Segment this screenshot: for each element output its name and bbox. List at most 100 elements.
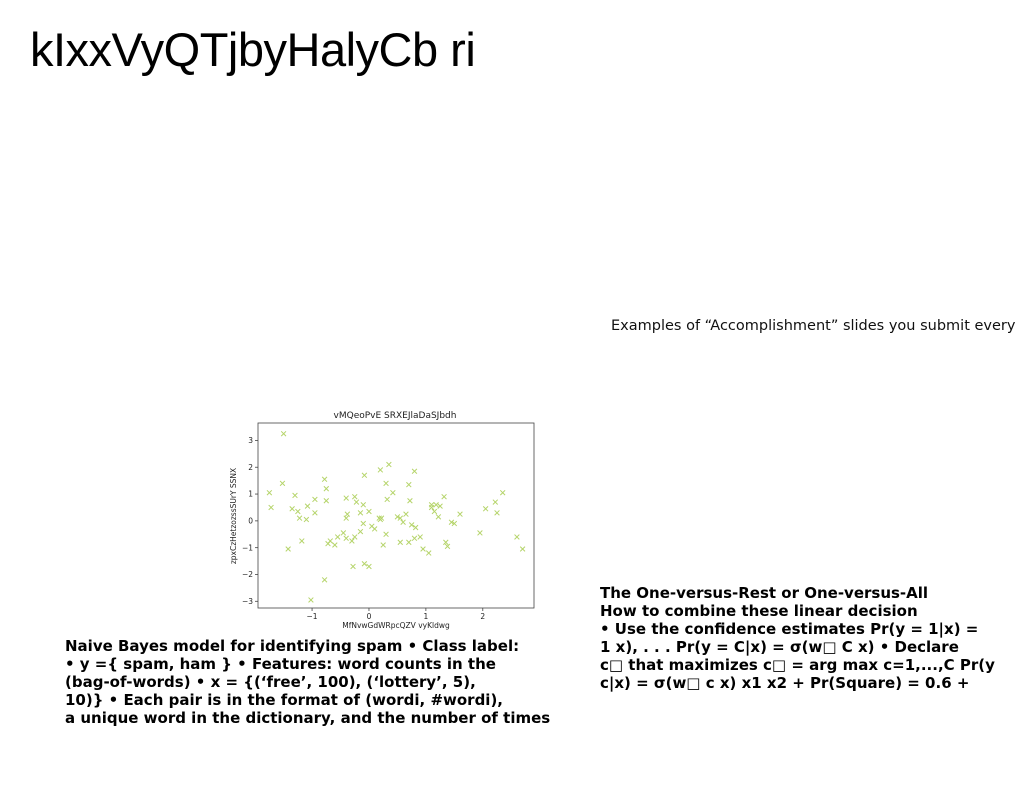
y-axis-label: zpxCzHetzozssSUrY SSNX	[229, 468, 238, 564]
scatter-point	[378, 515, 385, 521]
scatter-point	[295, 508, 301, 515]
scatter-point	[519, 546, 526, 552]
y-axis: −3 −2 −1 0 1 2 3	[242, 436, 258, 606]
scatter-point	[351, 493, 358, 500]
scatter-point	[412, 524, 419, 531]
scatter-point	[332, 542, 338, 548]
y-tick-label: −2	[242, 570, 253, 579]
right-text-line: • Use the confidence estimates Pr(y = 1|…	[600, 620, 979, 638]
left-text-line: 10)} • Each pair is in the format of (wo…	[65, 691, 504, 709]
scatter-point	[360, 502, 367, 508]
y-tick-label: 1	[248, 490, 253, 499]
scatter-point	[411, 468, 418, 475]
scatter-point	[323, 485, 330, 492]
scatter-point	[435, 514, 442, 520]
scatter-point	[451, 520, 458, 527]
scatter-point	[406, 481, 412, 488]
scatter-point	[334, 534, 341, 540]
scatter-point	[425, 550, 432, 556]
scatter-point	[353, 499, 360, 505]
scatter-points	[266, 430, 526, 603]
scatter-point	[280, 430, 287, 437]
scatter-point	[482, 506, 489, 512]
scatter-point	[323, 498, 330, 504]
y-tick-label: −1	[242, 543, 253, 552]
scatter-point	[384, 496, 390, 503]
x-tick-label: 0	[367, 612, 372, 621]
scatter-point	[514, 534, 520, 540]
scatter-point	[380, 542, 386, 548]
scatter-point	[350, 563, 356, 570]
scatter-point	[403, 511, 409, 517]
scatter-point	[397, 515, 404, 521]
scatter-point	[343, 495, 349, 501]
scatter-point	[411, 535, 418, 542]
scatter-point	[304, 503, 311, 509]
y-tick-label: 0	[248, 516, 253, 525]
scatter-point	[351, 534, 358, 540]
scatter-point	[312, 510, 318, 516]
right-text-line: 1 x), . . . Pr(y = C|x) = σ(w□ C x) • De…	[600, 638, 959, 656]
scatter-point	[312, 496, 318, 503]
scatter-point	[360, 520, 367, 527]
scatter-point	[441, 493, 447, 500]
scatter-point	[366, 508, 372, 515]
scatter-point	[400, 519, 406, 525]
scatter-point	[279, 480, 286, 487]
left-text-line: Naive Bayes model for identifying spam •…	[65, 637, 520, 655]
left-text-block: Naive Bayes model for identifying spam •…	[65, 637, 550, 727]
scatter-point	[407, 498, 413, 504]
scatter-point	[321, 476, 328, 483]
scatter-point	[289, 506, 295, 512]
x-tick-label: 2	[480, 612, 485, 621]
scatter-point	[444, 543, 451, 550]
scatter-point	[299, 538, 305, 544]
scatter-point	[394, 514, 401, 520]
scatter-point	[390, 489, 396, 496]
x-tick-label: 1	[423, 612, 428, 621]
scatter-chart: vMQeoPvE SRXEJlaDaSJbdh −1 0 1 2 −3 −2 −1 0 1 2 3…	[222, 406, 542, 634]
scatter-point	[417, 534, 423, 540]
scatter-point	[349, 538, 355, 544]
left-text-line: • y ={ spam, ham } • Features: word coun…	[65, 655, 496, 673]
slide-title: kIxxVyQTjbyHalyCb ri	[30, 23, 476, 76]
scatter-point	[296, 515, 303, 521]
scatter-point	[343, 535, 349, 542]
scatter-point	[397, 539, 404, 546]
left-text-line: a unique word in the dictionary, and the…	[65, 709, 551, 727]
scatter-point	[492, 499, 499, 505]
right-text-line: The One-versus-Rest or One-versus-All	[600, 584, 929, 602]
scatter-point	[494, 510, 500, 516]
scatter-point	[457, 511, 463, 517]
scatter-point	[437, 503, 443, 509]
x-axis-label: MfNvwGdWRpcQZV vyKldwg	[342, 621, 450, 630]
scatter-point	[285, 546, 291, 552]
scatter-point	[383, 531, 389, 538]
scatter-point	[377, 467, 384, 473]
chart-title: vMQeoPvE SRXEJlaDaSJbdh	[334, 411, 457, 421]
scatter-point	[357, 528, 364, 535]
right-text-block: The One-versus-Rest or One-versus-All How…	[600, 584, 995, 692]
slide-caption: Examples of “Accomplishment” slides you …	[611, 318, 1016, 334]
right-text-line: c|x) = σ(w□ c x) x1 x2 + Pr(Square) = 0.…	[600, 674, 970, 692]
scatter-point	[386, 461, 392, 468]
scatter-point	[344, 511, 351, 517]
right-text-line: c□ that maximizes c□ = arg max c=1,...,C…	[600, 656, 995, 674]
scatter-point	[340, 530, 347, 536]
scatter-point	[443, 539, 449, 546]
scatter-point	[292, 492, 298, 499]
scatter-point	[406, 539, 412, 546]
left-text-line: (bag-of-words) • x = {(‘free’, 100), (‘l…	[65, 673, 476, 691]
scatter-point	[361, 561, 368, 567]
scatter-point	[321, 577, 328, 583]
scatter-point	[327, 538, 334, 544]
x-axis: −1 0 1 2	[307, 608, 485, 621]
scatter-point	[303, 516, 310, 523]
scatter-point	[428, 502, 435, 508]
scatter-point	[420, 546, 426, 552]
scatter-point	[383, 480, 389, 487]
scatter-point	[361, 472, 368, 479]
scatter-point	[371, 526, 378, 532]
scatter-point	[266, 489, 273, 496]
y-tick-label: 3	[248, 436, 253, 445]
